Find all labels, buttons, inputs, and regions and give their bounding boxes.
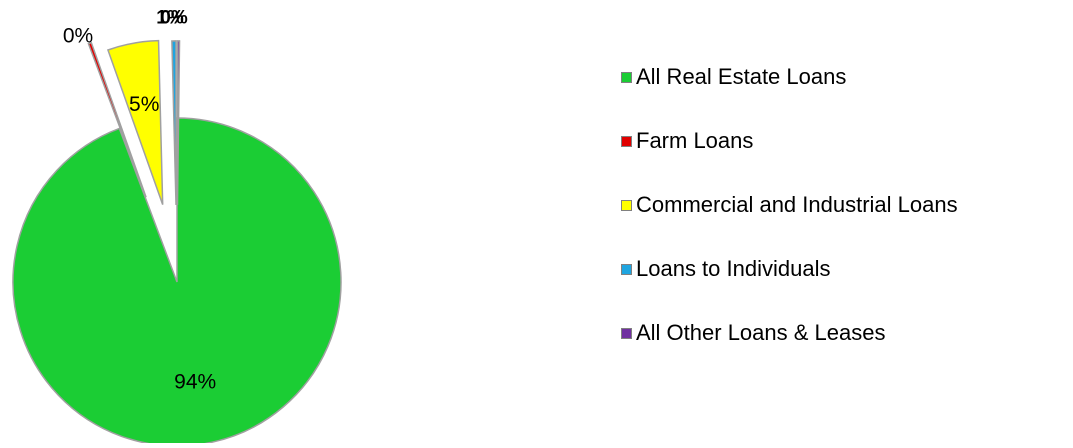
legend-label-farm: Farm Loans: [636, 128, 754, 153]
legend-swatch-other: [621, 327, 632, 339]
pie-data-label-2: 5%: [129, 93, 159, 116]
legend-item-commercial: Commercial and Industrial Loans: [621, 190, 958, 220]
legend-label-individuals: Loans to Individuals: [636, 256, 831, 281]
pie-slice-2: [106, 39, 164, 205]
legend-swatch-commercial: [621, 199, 632, 211]
legend-item-real-estate: All Real Estate Loans: [621, 62, 958, 92]
legend-swatch-real-estate: [621, 71, 632, 83]
chart-legend: All Real Estate Loans Farm Loans Commerc…: [621, 62, 958, 382]
legend-swatch-farm: [621, 135, 632, 147]
legend-item-individuals: Loans to Individuals: [621, 254, 958, 284]
pie-data-label-3: 0%: [160, 8, 188, 29]
pie-data-label-1: 0%: [63, 25, 93, 48]
pie-data-label-0: 94%: [174, 371, 216, 394]
pie-slice-1: [87, 41, 147, 198]
legend-label-commercial: Commercial and Industrial Loans: [636, 192, 958, 217]
pie-data-label-4: 1%: [156, 8, 184, 29]
legend-label-other: All Other Loans & Leases: [636, 320, 886, 345]
legend-item-other: All Other Loans & Leases: [621, 318, 958, 348]
pie-slice-4: [176, 40, 181, 205]
legend-label-real-estate: All Real Estate Loans: [636, 64, 847, 89]
legend-item-farm: Farm Loans: [621, 126, 958, 156]
pie-slice-3: [171, 40, 177, 205]
legend-swatch-individuals: [621, 263, 632, 275]
